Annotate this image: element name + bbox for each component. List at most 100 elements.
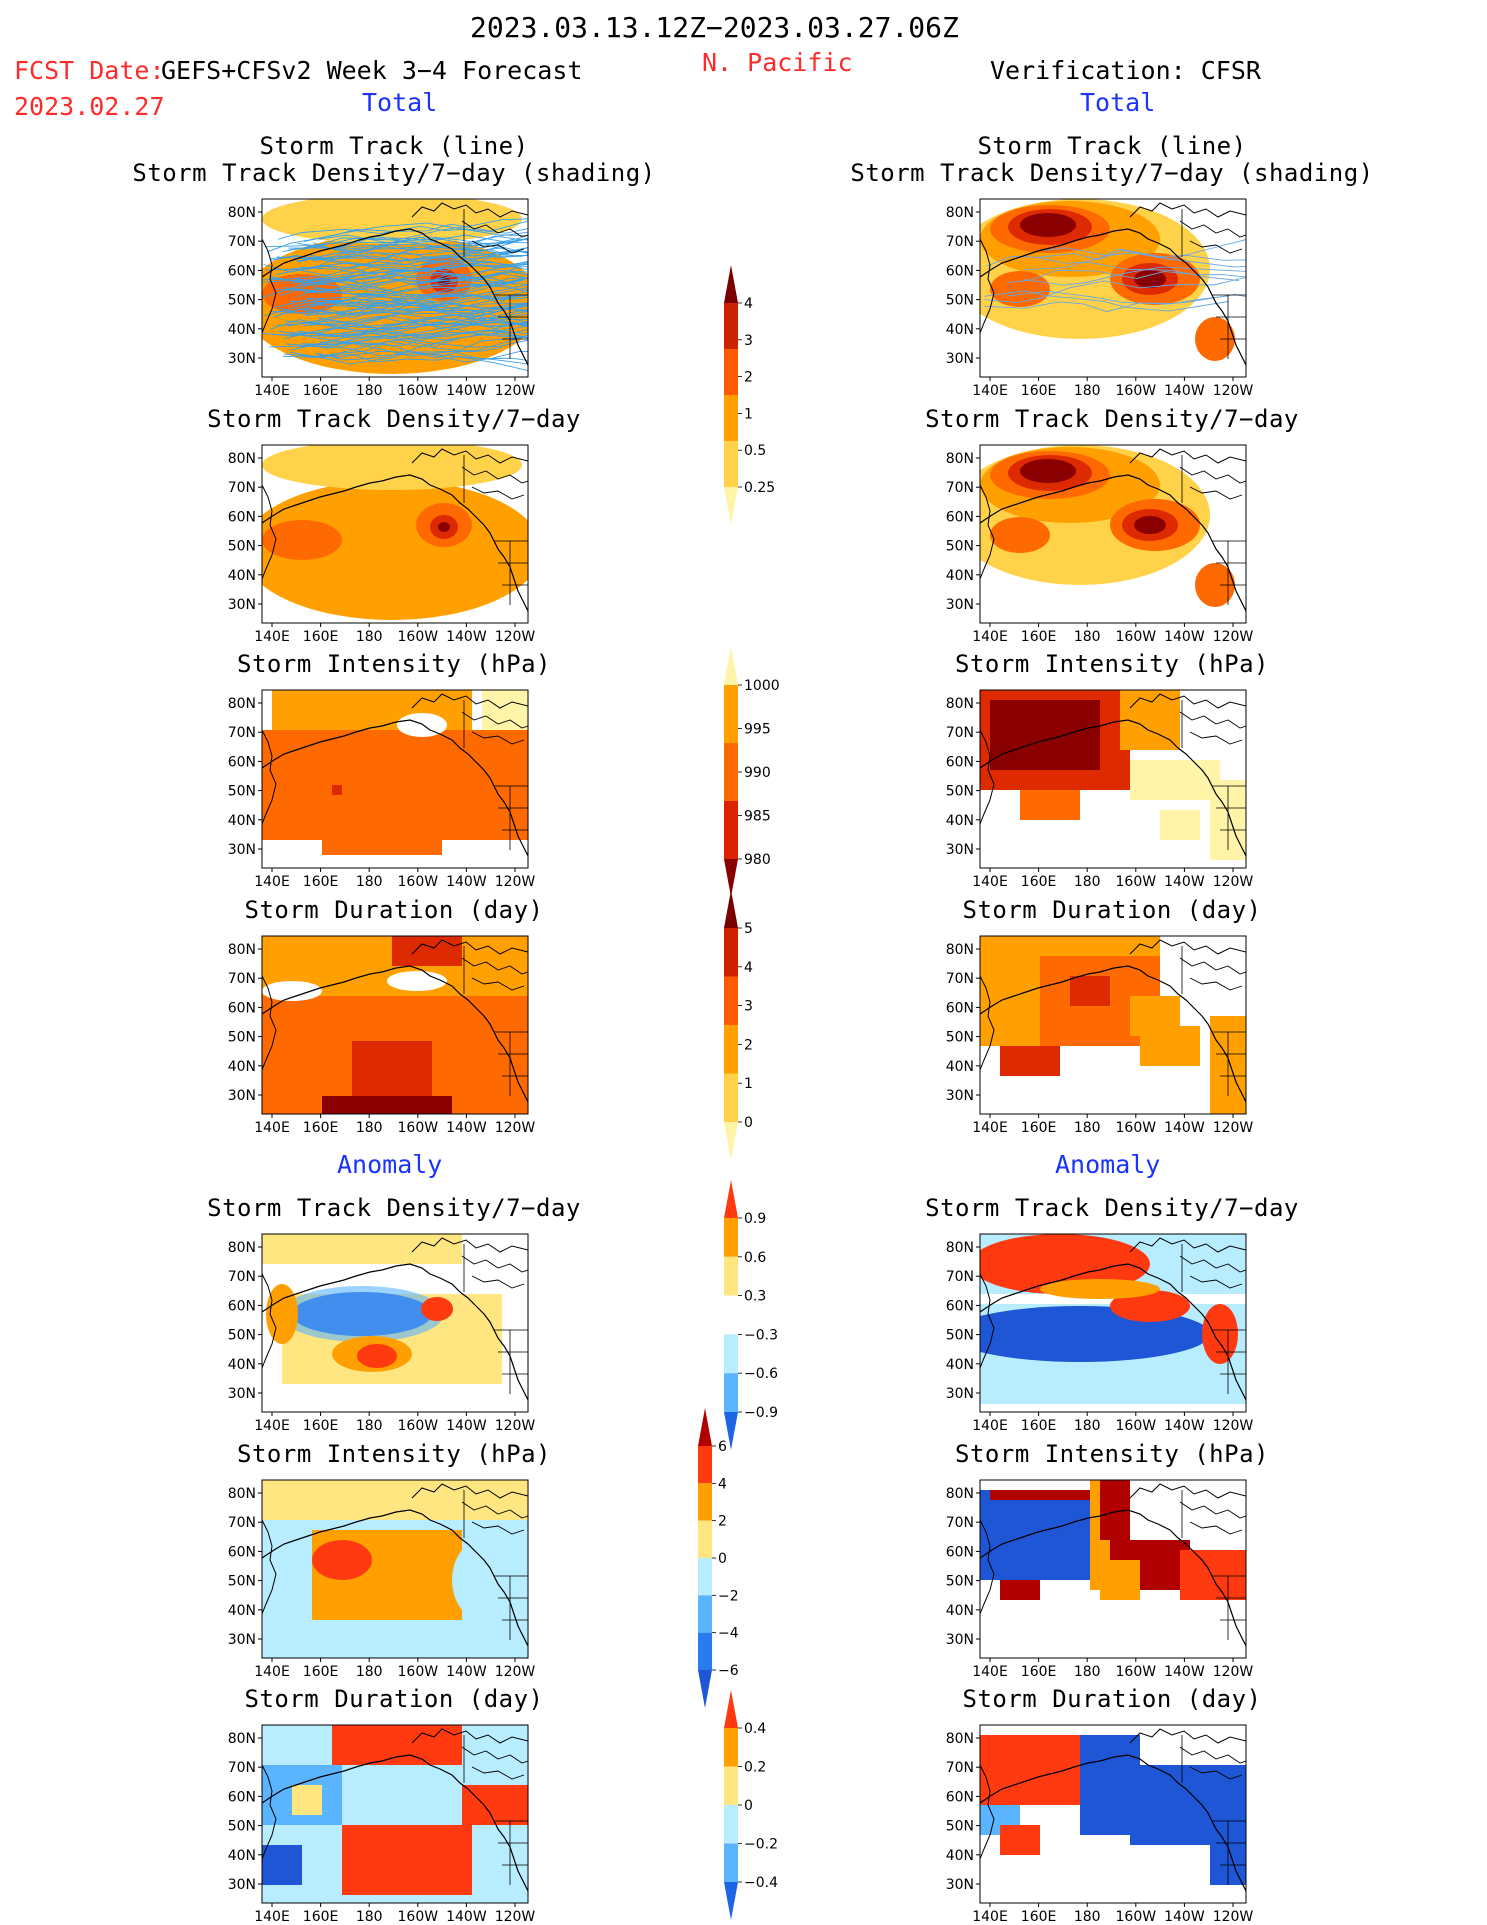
lat-tick-label: 80N — [946, 1731, 974, 1747]
lon-tick-label: 120W — [1213, 1120, 1254, 1136]
lat-tick-label: 70N — [946, 725, 974, 741]
colorbar-label: 2 — [744, 370, 753, 386]
lon-tick-label: 120W — [1213, 629, 1254, 645]
lon-tick-label: 140E — [254, 874, 290, 890]
map-frame — [979, 689, 1247, 869]
colorbar-cap — [724, 1122, 738, 1160]
lon-tick-label: 160E — [1021, 1418, 1057, 1434]
map-panel-verif-0: 140E 160E 180 160W 140W 120W 80N 70N 60N 50N 40N 30… — [946, 198, 1253, 399]
panel-title-r3: Storm Intensity (hPa) — [955, 650, 1269, 678]
lon-tick-label: 180 — [1074, 629, 1101, 645]
lat-tick-label: 40N — [946, 1059, 974, 1075]
colorbar-segment — [724, 349, 738, 395]
verification-label: Verification: CFSR — [990, 56, 1261, 85]
date-range-title: 2023.03.13.12Z−2023.03.27.06Z — [470, 11, 959, 44]
lon-tick-label: 140E — [972, 874, 1008, 890]
panel-title-r6: Storm Intensity (hPa) — [955, 1440, 1269, 1468]
lon-tick-label: 160E — [303, 1120, 339, 1136]
lat-tick-label: 80N — [228, 696, 256, 712]
lon-tick-label: 160E — [1021, 1120, 1057, 1136]
lon-tick-label: 160E — [1021, 383, 1057, 399]
lon-tick-label: 140E — [254, 1664, 290, 1680]
colorbar-label: 990 — [744, 765, 771, 781]
lat-tick-label: 30N — [946, 1386, 974, 1402]
lat-tick-label: 70N — [946, 1269, 974, 1285]
map-frame — [979, 198, 1247, 378]
map-frame — [979, 1233, 1247, 1413]
lat-tick-label: 60N — [946, 1789, 974, 1805]
lat-tick-label: 80N — [946, 1486, 974, 1502]
lat-tick-label: 70N — [946, 1760, 974, 1776]
lon-tick-label: 140E — [254, 383, 290, 399]
lon-tick-label: 180 — [356, 874, 383, 890]
panel-title-l7: Storm Duration (day) — [244, 1685, 544, 1713]
verification-total-heading: Total — [1080, 88, 1156, 117]
lat-tick-label: 70N — [228, 1269, 256, 1285]
map-panel-verif-1: 140E 160E 180 160W 140W 120W 80N 70N 60N 50N 40N 30… — [946, 444, 1254, 645]
colorbar-segment — [724, 801, 738, 859]
lat-tick-label: 80N — [946, 942, 974, 958]
lat-tick-label: 80N — [946, 451, 974, 467]
map-frame — [979, 1724, 1247, 1904]
lon-tick-label: 140W — [1164, 383, 1205, 399]
map-panel-fcst-1: 140E 160E 180 160W 140W 120W 80N 70N 60N 50N 40N 30… — [228, 444, 535, 645]
region-label: N. Pacific — [702, 48, 853, 77]
lon-tick-label: 160W — [398, 874, 439, 890]
lat-tick-label: 70N — [946, 971, 974, 987]
lon-tick-label: 160E — [303, 383, 339, 399]
lat-tick-label: 80N — [946, 1240, 974, 1256]
colorbar-label: 985 — [744, 809, 771, 825]
lon-tick-label: 180 — [1074, 1664, 1101, 1680]
lat-tick-label: 70N — [946, 1515, 974, 1531]
forecast-total-heading: Total — [362, 88, 438, 117]
colorbar-segment — [724, 1295, 738, 1335]
lon-tick-label: 160E — [1021, 874, 1057, 890]
lat-tick-label: 50N — [946, 1328, 974, 1344]
colorbar-segment — [724, 743, 738, 801]
colorbar-density-total: 4 3 2 1 0.5 0.25 — [724, 265, 775, 525]
colorbar-segment — [724, 303, 738, 349]
map-panel-verif-2: 140E 160E 180 160W 140W 120W 80N 70N 60N 50N 40N 30… — [946, 689, 1253, 890]
lon-tick-label: 160E — [303, 1418, 339, 1434]
colorbar-segment — [724, 1334, 738, 1374]
lat-tick-label: 60N — [946, 1000, 974, 1016]
lat-tick-label: 50N — [228, 539, 256, 555]
lat-tick-label: 60N — [228, 509, 256, 525]
lon-tick-label: 160W — [398, 383, 439, 399]
lat-tick-label: 60N — [228, 1298, 256, 1314]
lat-tick-label: 50N — [228, 1328, 256, 1344]
lat-tick-label: 50N — [946, 1030, 974, 1046]
lon-tick-label: 140W — [1164, 629, 1205, 645]
lon-tick-label: 140E — [254, 1418, 290, 1434]
lon-tick-label: 180 — [356, 1120, 383, 1136]
lat-tick-label: 50N — [228, 293, 256, 309]
colorbar-label: 0 — [718, 1551, 727, 1567]
colorbar-cap — [724, 859, 738, 897]
lon-tick-label: 180 — [1074, 1120, 1101, 1136]
lat-tick-label: 60N — [228, 1544, 256, 1560]
panel-title-l5: Storm Track Density/7−day — [207, 1194, 581, 1222]
lon-tick-label: 140W — [1164, 874, 1205, 890]
lat-tick-label: 80N — [228, 451, 256, 467]
map-panel-verif-3: 140E 160E 180 160W 140W 120W 80N 70N 60N 50N 40N 30… — [946, 935, 1254, 1136]
map-frame — [261, 444, 529, 624]
colorbar-label: −6 — [718, 1663, 739, 1679]
colorbar-segment — [724, 976, 738, 1025]
lat-tick-label: 30N — [228, 597, 256, 613]
lon-tick-label: 140E — [972, 1664, 1008, 1680]
lat-tick-label: 40N — [228, 1603, 256, 1619]
panel-title-r7: Storm Duration (day) — [962, 1685, 1262, 1713]
colorbar-density-anomaly: 0.9 0.6 0.3 −0.3 −0.6 −0.9 — [724, 1180, 778, 1450]
colorbar-cap — [698, 1408, 712, 1446]
lat-tick-label: 40N — [228, 322, 256, 338]
colorbar-label: 3 — [744, 999, 753, 1015]
lat-tick-label: 60N — [946, 1298, 974, 1314]
lon-tick-label: 180 — [356, 383, 383, 399]
lat-tick-label: 40N — [946, 322, 974, 338]
colorbar-segment — [698, 1446, 712, 1484]
colorbar-label: 0.25 — [744, 480, 775, 496]
colorbar-segment — [724, 1373, 738, 1412]
lon-tick-label: 120W — [1213, 1418, 1254, 1434]
lon-tick-label: 140W — [1164, 1664, 1205, 1680]
